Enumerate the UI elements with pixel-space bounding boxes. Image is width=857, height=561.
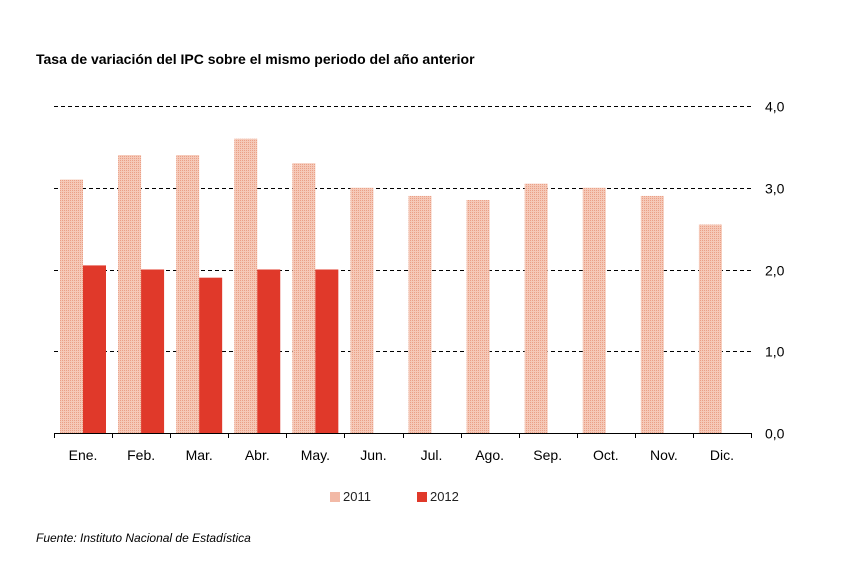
x-tick-label: Ene. — [69, 447, 98, 463]
source-note: Fuente: Instituto Nacional de Estadístic… — [36, 531, 251, 545]
bar-2011-Jun. — [350, 187, 374, 433]
bar-2012-May. — [315, 269, 339, 433]
bar-2011-Nov. — [640, 195, 664, 433]
y-axis-tick-labels: 0,0 1,0 2,0 3,0 4,0 — [765, 99, 785, 442]
bar-2012-Ene. — [83, 265, 106, 433]
y-tick-label: 4,0 — [765, 99, 785, 115]
bar-2011-Ago. — [466, 200, 490, 433]
y-tick-label: 1,0 — [765, 344, 785, 360]
x-tick-label: Abr. — [245, 447, 270, 463]
bar-2011-Oct. — [582, 187, 606, 433]
x-tick-label: Oct. — [593, 447, 619, 463]
x-tick-label: May. — [301, 447, 330, 463]
x-tick-label: Mar. — [186, 447, 213, 463]
bar-2011-Feb. — [118, 155, 142, 434]
bar-2012-Abr. — [257, 269, 281, 433]
bars — [60, 138, 722, 434]
legend-item-2012: 2012 — [416, 489, 459, 504]
legend: 2011 2012 — [330, 489, 505, 504]
bar-2011-Mar. — [176, 155, 200, 434]
y-tick-label: 0,0 — [765, 426, 785, 442]
x-tick-label: Sep. — [533, 447, 562, 463]
bar-2011-Sep. — [524, 183, 548, 433]
bar-2011-Dic. — [698, 224, 722, 433]
y-tick-label: 2,0 — [765, 263, 785, 279]
bar-2012-Mar. — [199, 277, 223, 433]
x-tick-label: Jun. — [360, 447, 386, 463]
bar-2011-May. — [292, 163, 316, 433]
x-axis — [54, 433, 752, 438]
x-axis-tick-labels: Ene. Feb. Mar. Abr. May. Jun. Jul. Ago. Sep. Oct.… — [69, 447, 734, 463]
x-tick-label: Dic. — [710, 447, 734, 463]
bar-2011-Abr. — [234, 138, 258, 433]
legend-swatch-2012 — [416, 491, 427, 502]
x-tick-label: Ago. — [475, 447, 504, 463]
x-tick-label: Jul. — [421, 447, 443, 463]
bar-2012-Feb. — [141, 269, 165, 433]
legend-label-2011: 2011 — [343, 489, 371, 504]
legend-swatch-2011 — [330, 491, 340, 502]
x-tick-label: Feb. — [127, 447, 155, 463]
bar-2011-Jul. — [408, 195, 432, 433]
bar-2011-Ene. — [60, 179, 83, 433]
chart-title: Tasa de variación del IPC sobre el mismo… — [36, 51, 475, 67]
y-tick-label: 3,0 — [765, 181, 785, 197]
legend-label-2012: 2012 — [429, 489, 459, 504]
legend-item-2011: 2011 — [330, 489, 371, 504]
x-tick-label: Nov. — [650, 447, 678, 463]
